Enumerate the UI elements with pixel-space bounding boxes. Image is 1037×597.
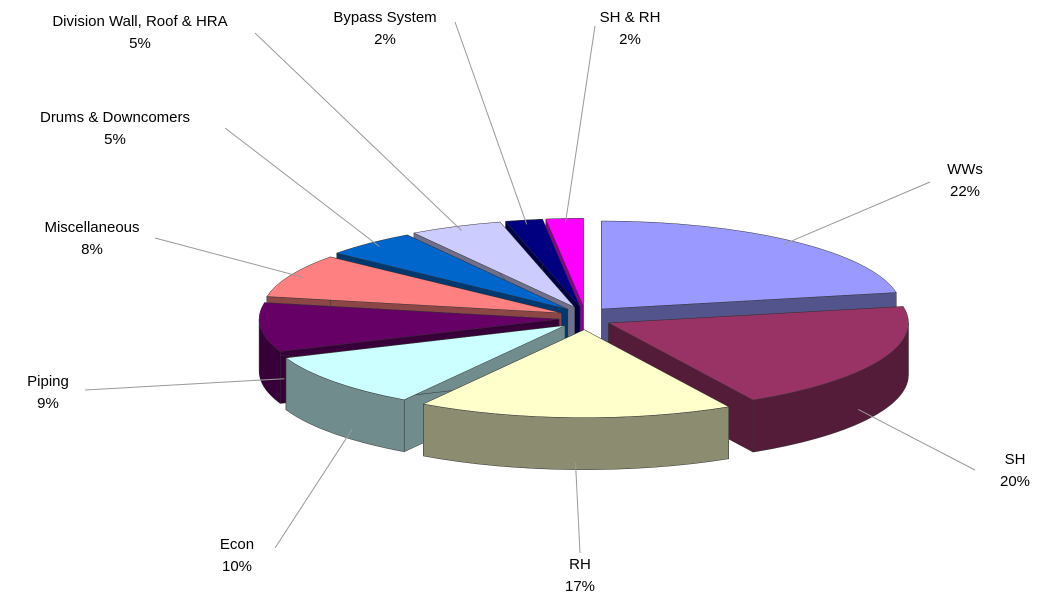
slice <box>422 329 730 418</box>
slice-value-label: 10% <box>222 558 252 575</box>
slice <box>335 234 568 310</box>
slice-value-label: 9% <box>37 395 59 412</box>
leader-line <box>564 25 596 223</box>
slice <box>545 218 584 307</box>
slice-label: Miscellaneous <box>44 219 139 236</box>
slice-label: SH <box>1005 451 1026 468</box>
slice <box>266 256 562 314</box>
slice <box>601 220 897 310</box>
slice-value-label: 2% <box>619 31 641 48</box>
slice-value-label: 20% <box>1000 473 1030 490</box>
leader-line <box>858 409 976 471</box>
leader-line <box>84 378 285 391</box>
leader-line <box>224 127 380 247</box>
slice-label: Piping <box>27 373 69 390</box>
slice <box>285 325 566 401</box>
leader-line <box>154 237 304 278</box>
leader-line <box>274 428 353 549</box>
slice-label: Division Wall, Roof & HRA <box>52 13 227 30</box>
slice <box>504 218 581 307</box>
slice <box>258 302 560 352</box>
leader-line <box>783 181 931 246</box>
slice-value-label: 2% <box>374 31 396 48</box>
slice-value-label: 5% <box>104 131 126 148</box>
slice-label: SH & RH <box>600 9 661 26</box>
slice <box>413 221 575 308</box>
slice-value-label: 8% <box>81 241 103 258</box>
slice-label: Econ <box>220 536 254 553</box>
slice-label: Drums & Downcomers <box>40 109 190 126</box>
slice-label: RH <box>569 556 591 573</box>
slice-label: Bypass System <box>333 9 436 26</box>
slice <box>607 306 909 401</box>
slice-value-label: 17% <box>565 578 595 595</box>
slice-label: WWs <box>947 161 983 178</box>
leader-line <box>454 21 528 225</box>
slice-value-label: 5% <box>129 35 151 52</box>
slice-value-label: 22% <box>950 183 980 200</box>
leader-line <box>575 462 581 554</box>
leader-line <box>254 32 462 231</box>
